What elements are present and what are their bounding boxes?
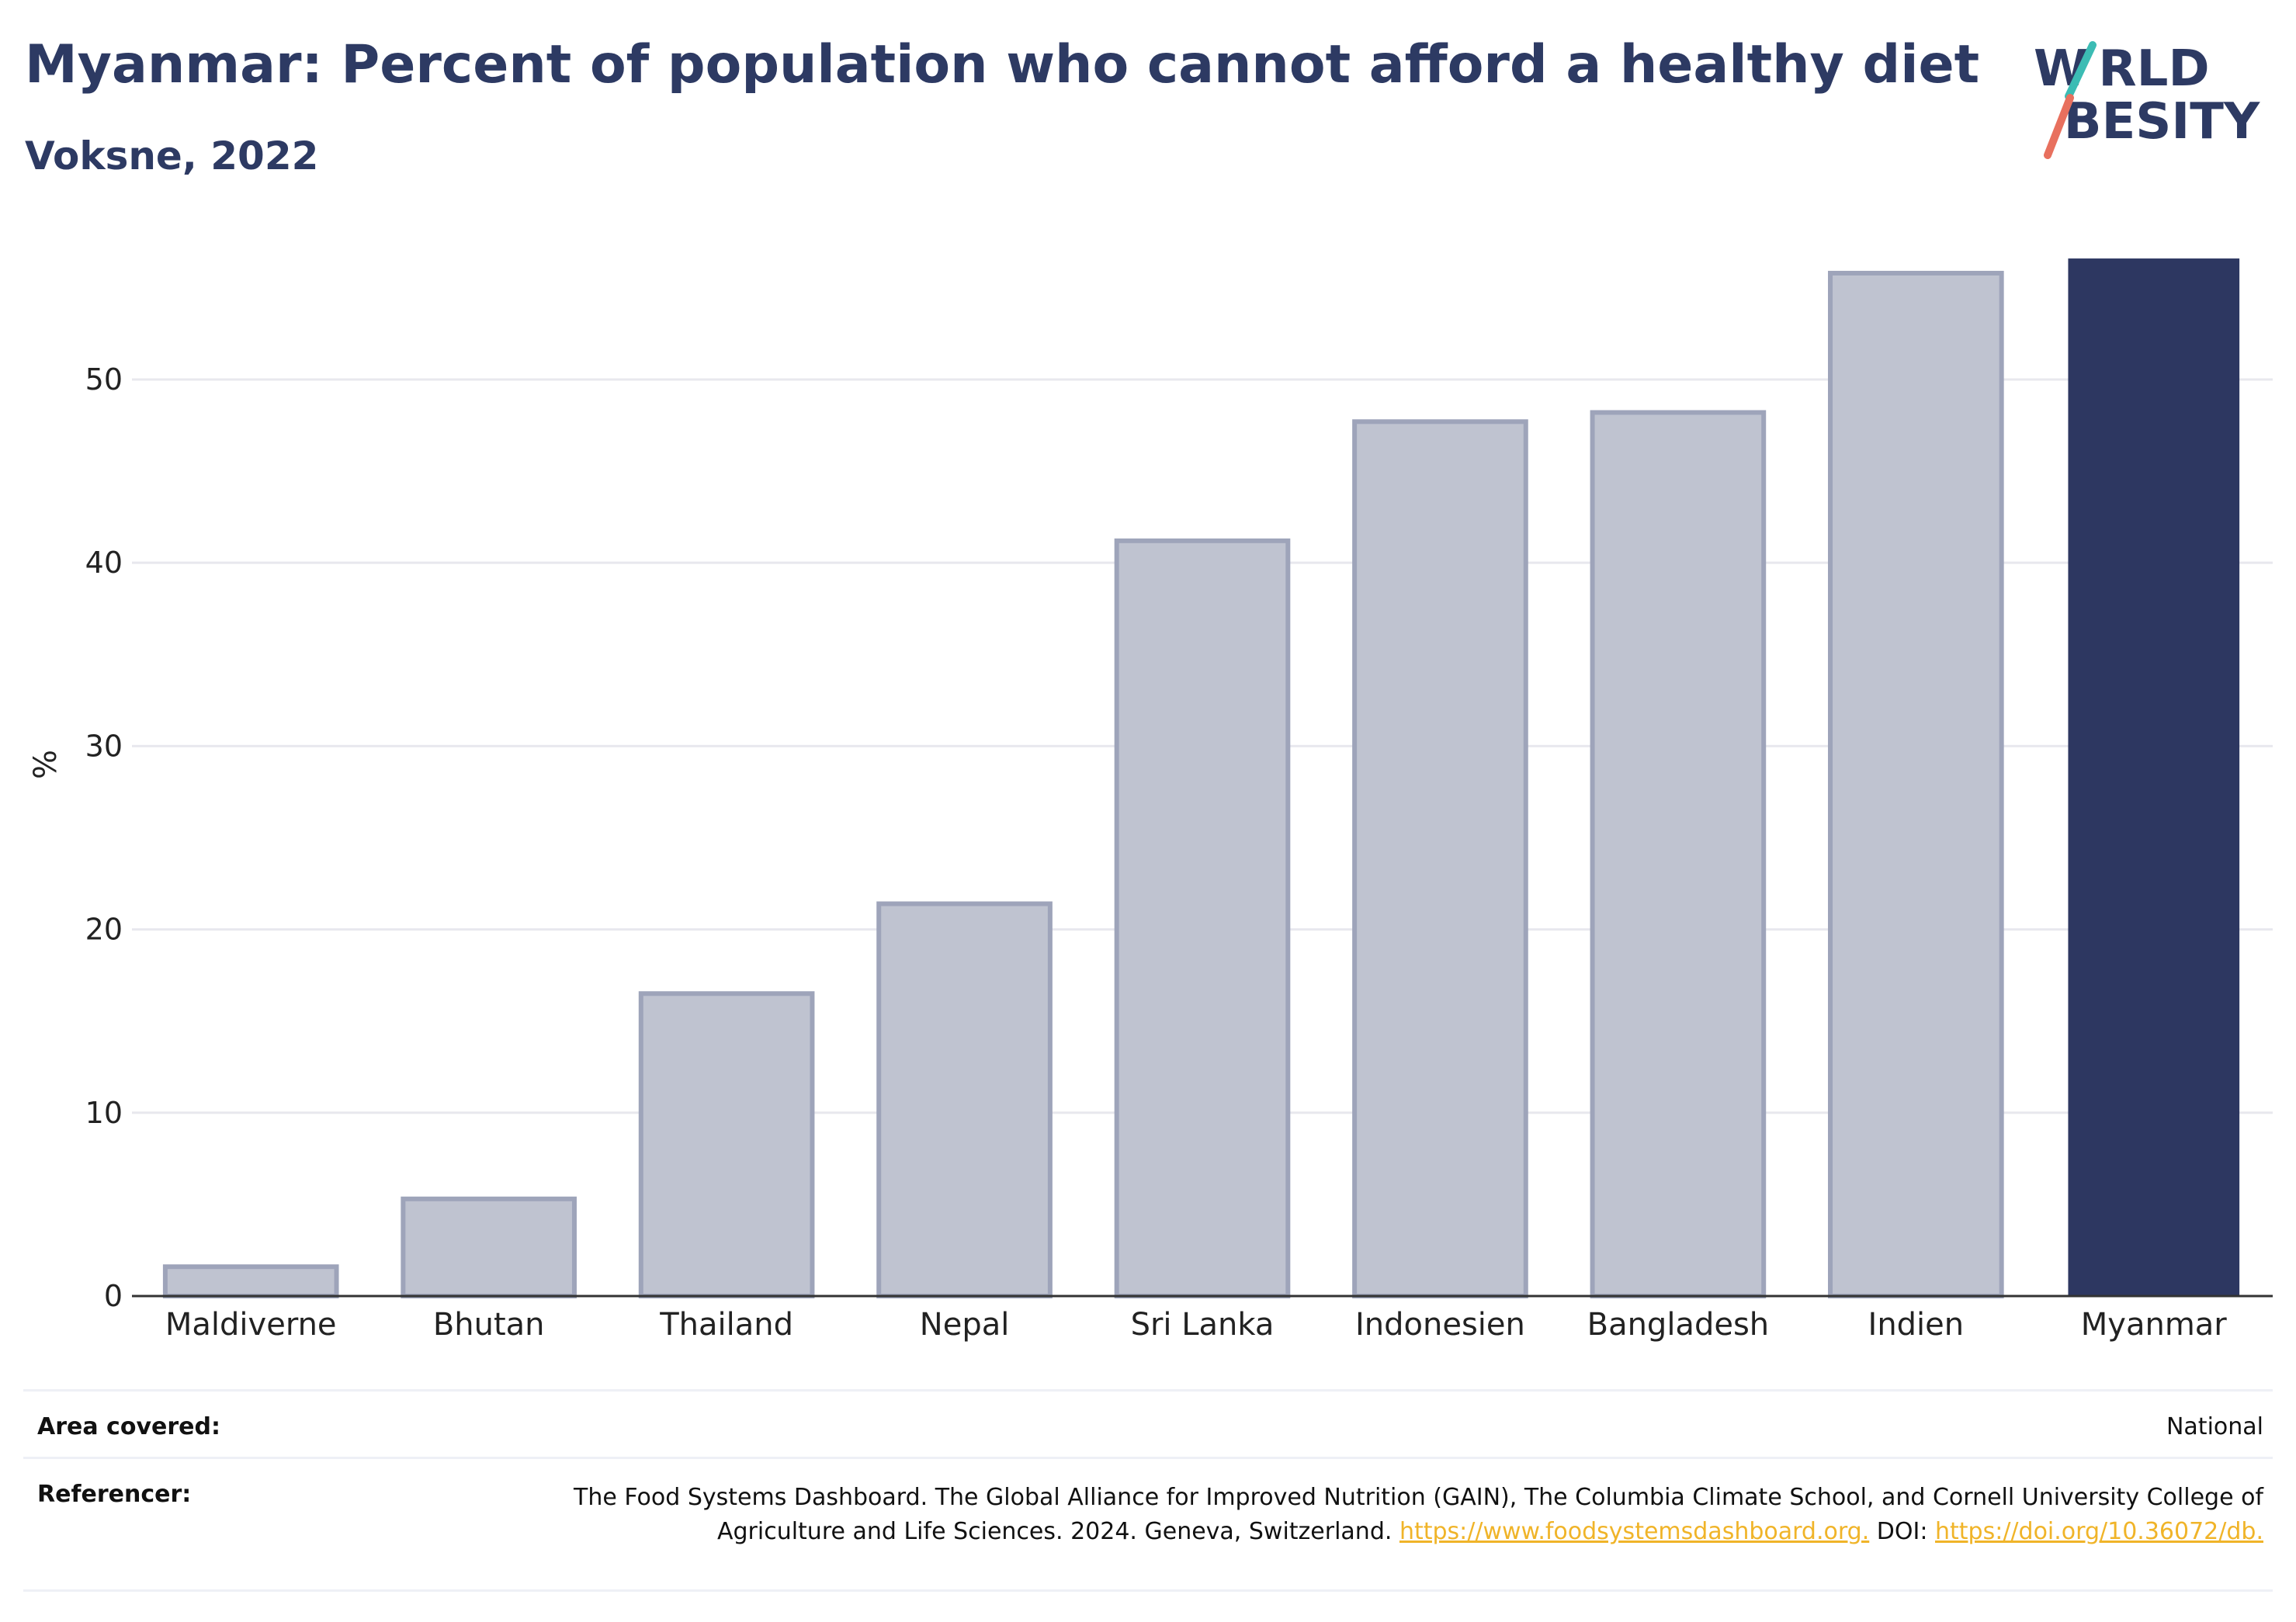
logo-line-2: BESITY bbox=[2054, 93, 2260, 151]
bar-indonesien bbox=[1352, 419, 1528, 1298]
bar-indien bbox=[1828, 270, 2004, 1298]
bar-thailand bbox=[638, 991, 815, 1299]
references-label: Referencer: bbox=[37, 1481, 192, 1508]
x-tick-label-bangladesh: Bangladesh bbox=[1587, 1307, 1770, 1343]
bar-maldiverne bbox=[162, 1264, 339, 1299]
bar-bangladesh bbox=[1590, 410, 1767, 1298]
y-tick-label-2: 20 bbox=[85, 913, 123, 947]
x-tick-label-nepal: Nepal bbox=[920, 1307, 1010, 1343]
x-tick-label-sri-lanka: Sri Lanka bbox=[1131, 1307, 1275, 1343]
y-tick-label-1: 10 bbox=[85, 1096, 123, 1130]
logo-line-1: W RLD bbox=[2034, 40, 2210, 98]
x-tick-label-thailand: Thailand bbox=[659, 1307, 793, 1343]
y-tick-label-5: 50 bbox=[85, 362, 123, 397]
references-body: The Food Systems Dashboard. The Global A… bbox=[574, 1484, 2263, 1545]
bar-bhutan bbox=[401, 1196, 577, 1298]
y-tick-label-3: 30 bbox=[85, 729, 123, 763]
y-axis-label: % bbox=[28, 750, 64, 779]
chart-title: Myanmar: Percent of population who canno… bbox=[25, 34, 1980, 95]
chart-subtitle: Voksne, 2022 bbox=[25, 133, 319, 178]
doi-link[interactable]: https://doi.org/10.36072/db. bbox=[1935, 1518, 2263, 1545]
dashboard-link[interactable]: https://www.foodsystemsdashboard.org. bbox=[1399, 1518, 1870, 1545]
world-obesity-logo: W RLD BESITY bbox=[2034, 40, 2260, 159]
x-tick-label-myanmar: Myanmar bbox=[2081, 1307, 2228, 1343]
bar-sri-lanka bbox=[1114, 538, 1291, 1298]
references-text: The Food Systems Dashboard. The Global A… bbox=[509, 1481, 2263, 1549]
x-tick-label-indien: Indien bbox=[1868, 1307, 1965, 1343]
y-tick-label-4: 40 bbox=[85, 546, 123, 580]
x-tick-label-indonesien: Indonesien bbox=[1355, 1307, 1525, 1343]
area-covered-value: National bbox=[2166, 1413, 2263, 1440]
bar-chart: 0 10 20 30 40 50% Maldiverne Bhutan Thailand Nepa… bbox=[28, 258, 2273, 1343]
bar-myanmar bbox=[2068, 258, 2240, 1296]
x-tick-label-maldiverne: Maldiverne bbox=[165, 1307, 337, 1343]
references-row: Referencer: The Food Systems Dashboard. … bbox=[23, 1457, 2273, 1592]
chart-footer: Area covered: National Referencer: The F… bbox=[23, 1389, 2273, 1592]
y-tick-label-0: 0 bbox=[104, 1279, 123, 1313]
area-covered-label: Area covered: bbox=[37, 1413, 220, 1440]
bar-nepal bbox=[876, 901, 1053, 1298]
references-doi-prefix: DOI: bbox=[1869, 1518, 1935, 1545]
x-tick-label-bhutan: Bhutan bbox=[433, 1307, 545, 1343]
area-covered-row: Area covered: National bbox=[23, 1389, 2273, 1457]
